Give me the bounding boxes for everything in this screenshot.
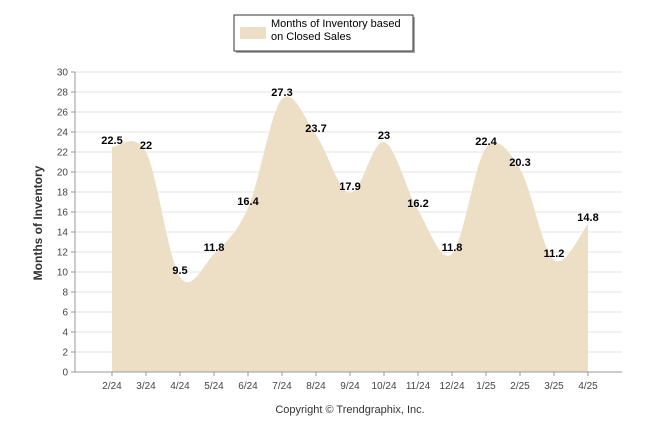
y-tick-label: 10 (57, 268, 69, 279)
x-axis-ticks: 2/24 3/24 4/24 5/24 6/24 7/24 8/24 9/24 10/24 11/… (102, 372, 598, 392)
x-tick-label: 4/25 (578, 381, 598, 392)
y-tick-label: 28 (57, 88, 69, 99)
x-tick-label: 7/24 (272, 381, 292, 392)
x-tick-label: 2/24 (102, 381, 122, 392)
y-tick-label: 22 (57, 148, 69, 159)
data-label: 11.8 (204, 242, 225, 254)
data-label: 22.4 (475, 136, 497, 148)
inventory-area (112, 96, 588, 372)
copyright: Copyright © Trendgraphix, Inc. (275, 404, 424, 416)
y-axis-label: Months of Inventory (31, 165, 45, 280)
legend-swatch (240, 27, 266, 39)
data-label: 22.5 (101, 135, 122, 147)
data-label: 23.7 (305, 123, 326, 135)
y-tick-label: 24 (57, 128, 69, 139)
data-label: 11.8 (442, 242, 463, 254)
x-tick-label: 8/24 (306, 381, 326, 392)
y-tick-label: 12 (57, 248, 69, 259)
y-tick-label: 4 (62, 328, 68, 339)
y-tick-label: 16 (57, 208, 69, 219)
data-label: 17.9 (339, 181, 360, 193)
x-tick-label: 2/25 (510, 381, 530, 392)
data-label: 22 (140, 140, 152, 152)
legend: Months of Inventory based on Closed Sale… (233, 14, 415, 53)
x-tick-label: 3/24 (136, 381, 156, 392)
data-label: 16.2 (407, 198, 428, 210)
x-tick-label: 1/25 (476, 381, 496, 392)
y-tick-label: 20 (57, 168, 69, 179)
y-tick-label: 0 (62, 368, 68, 379)
data-labels: 22.5 22 9.5 11.8 16.4 27.3 23.7 17.9 23 16.2 11.8 2… (101, 87, 598, 277)
y-tick-label: 6 (62, 308, 68, 319)
x-tick-label: 9/24 (340, 381, 360, 392)
data-label: 9.5 (172, 265, 187, 277)
y-tick-label: 26 (57, 108, 69, 119)
x-tick-label: 5/24 (204, 381, 224, 392)
x-tick-label: 6/24 (238, 381, 258, 392)
y-tick-label: 18 (57, 188, 69, 199)
x-tick-label: 4/24 (170, 381, 190, 392)
data-label: 14.8 (577, 212, 598, 224)
legend-line-2: on Closed Sales (271, 31, 352, 43)
y-tick-label: 2 (62, 348, 68, 359)
x-tick-label: 12/24 (439, 381, 464, 392)
x-tick-label: 10/24 (371, 381, 396, 392)
data-label: 16.4 (237, 196, 259, 208)
y-tick-label: 30 (57, 68, 69, 79)
data-label: 27.3 (271, 87, 292, 99)
data-label: 11.2 (544, 248, 565, 260)
y-tick-label: 14 (57, 228, 69, 239)
x-tick-label: 3/25 (544, 381, 564, 392)
data-label: 23 (378, 130, 390, 142)
legend-line-1: Months of Inventory based (271, 18, 401, 30)
data-label: 20.3 (509, 157, 530, 169)
x-tick-label: 11/24 (406, 381, 431, 392)
y-tick-label: 8 (62, 288, 68, 299)
